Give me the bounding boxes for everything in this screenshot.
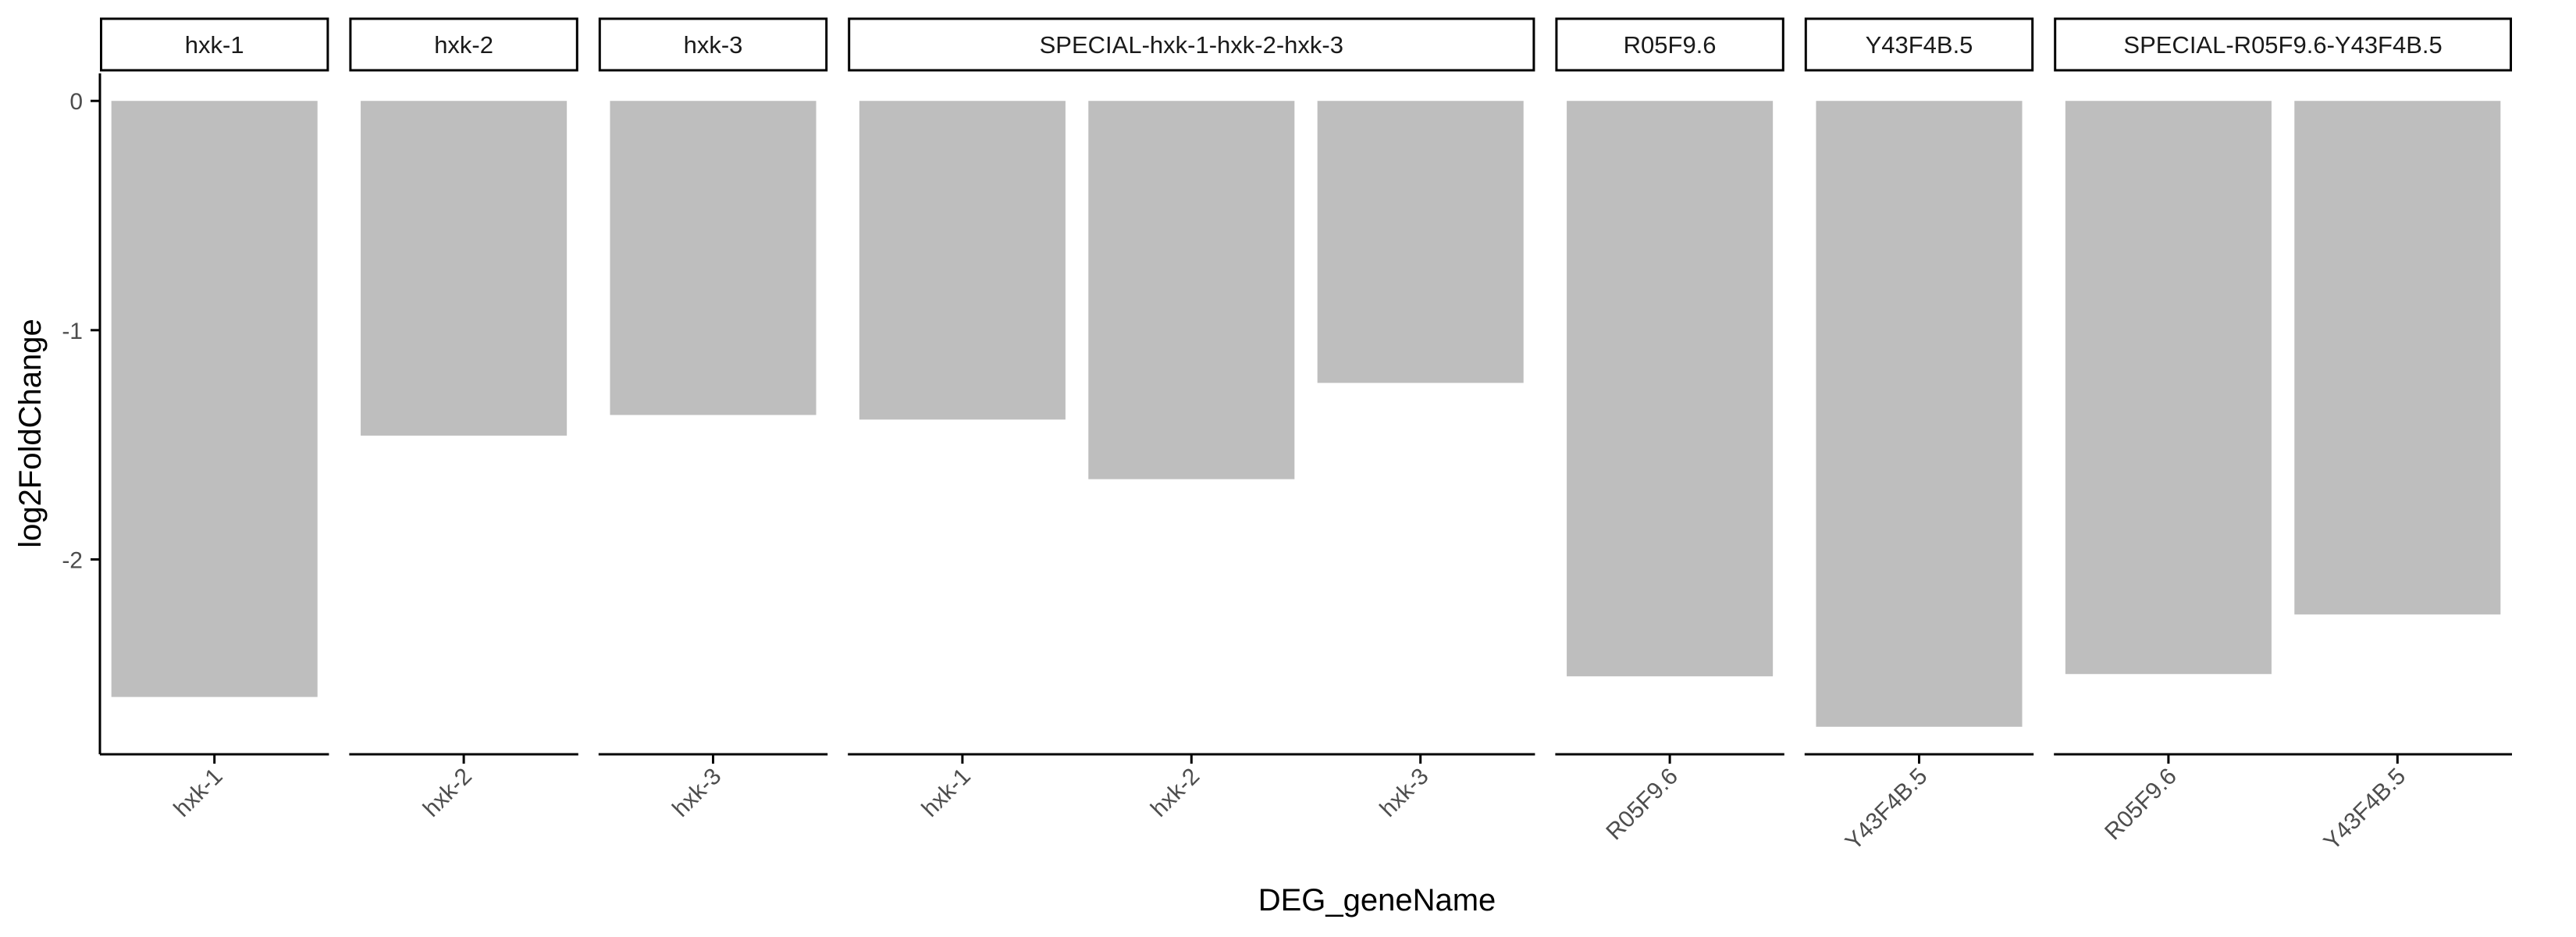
bar — [111, 101, 318, 697]
facet-strip — [2054, 17, 2512, 72]
x-tick-label: R05F9.6 — [2100, 764, 2182, 846]
facet-panel: R05F9.6 R05F9.6 — [1555, 17, 1784, 846]
facet-strip — [349, 17, 578, 72]
facet-strip-label: hxk-3 — [684, 31, 743, 59]
x-tick-label: hxk-1 — [169, 764, 227, 822]
facet-panel: hxk-1 hxk-1 — [100, 17, 329, 822]
y-axis-title: log2FoldChange — [13, 319, 48, 548]
bar — [610, 101, 817, 415]
facet-strip-label: R05F9.6 — [1624, 31, 1717, 59]
facet-panels: hxk-1hxk-1hxk-2hxk-2hxk-3hxk-3SPECIAL-hx… — [100, 17, 2512, 856]
bar — [859, 101, 1066, 420]
facet-strip — [598, 17, 828, 72]
bar — [1088, 101, 1295, 479]
facet-panel: SPECIAL-hxk-1-hxk-2-hxk-3 hxk-1 hxk-2 hxk-3 — [848, 17, 1535, 822]
facet-strip — [100, 17, 329, 72]
bar — [1816, 101, 2023, 727]
x-tick-label: hxk-1 — [917, 764, 976, 822]
x-tick-label: hxk-3 — [667, 764, 726, 822]
facet-panel: hxk-2 hxk-2 — [349, 17, 578, 822]
y-tick-label: -2 — [62, 547, 83, 573]
facet-strip — [1804, 17, 2034, 72]
bar — [1567, 101, 1774, 677]
bar — [2294, 101, 2501, 615]
x-tick-label: R05F9.6 — [1601, 764, 1683, 846]
bar — [361, 101, 568, 436]
facet-strip-label: SPECIAL-R05F9.6-Y43F4B.5 — [2123, 31, 2442, 59]
y-axis: 0 -1 -2 — [62, 73, 101, 754]
y-tick-label: 0 — [69, 89, 83, 115]
y-tick-label: -1 — [62, 319, 83, 344]
facet-strip — [1555, 17, 1784, 72]
facet-strip-label: SPECIAL-hxk-1-hxk-2-hxk-3 — [1040, 31, 1343, 59]
facet-strip-label: hxk-2 — [434, 31, 493, 59]
facet-strip — [848, 17, 1535, 72]
x-tick-label: hxk-2 — [1146, 764, 1204, 822]
x-tick-label: hxk-3 — [1375, 764, 1433, 822]
x-tick-label: Y43F4B.5 — [2319, 764, 2411, 856]
bar — [1317, 101, 1524, 383]
x-tick-label: hxk-2 — [418, 764, 477, 822]
facet-panel: hxk-3 hxk-3 — [598, 17, 828, 822]
facet-panel: SPECIAL-R05F9.6-Y43F4B.5 R05F9.6 Y43F4B.5 — [2054, 17, 2512, 856]
facet-panel: Y43F4B.5 Y43F4B.5 — [1804, 17, 2034, 856]
x-axis-title: DEG_geneName — [1258, 883, 1496, 917]
x-tick-label: Y43F4B.5 — [1841, 764, 1933, 856]
facet-strip-label: hxk-1 — [185, 31, 244, 59]
facet-strip-label: Y43F4B.5 — [1866, 31, 1973, 59]
bar — [2065, 101, 2272, 675]
